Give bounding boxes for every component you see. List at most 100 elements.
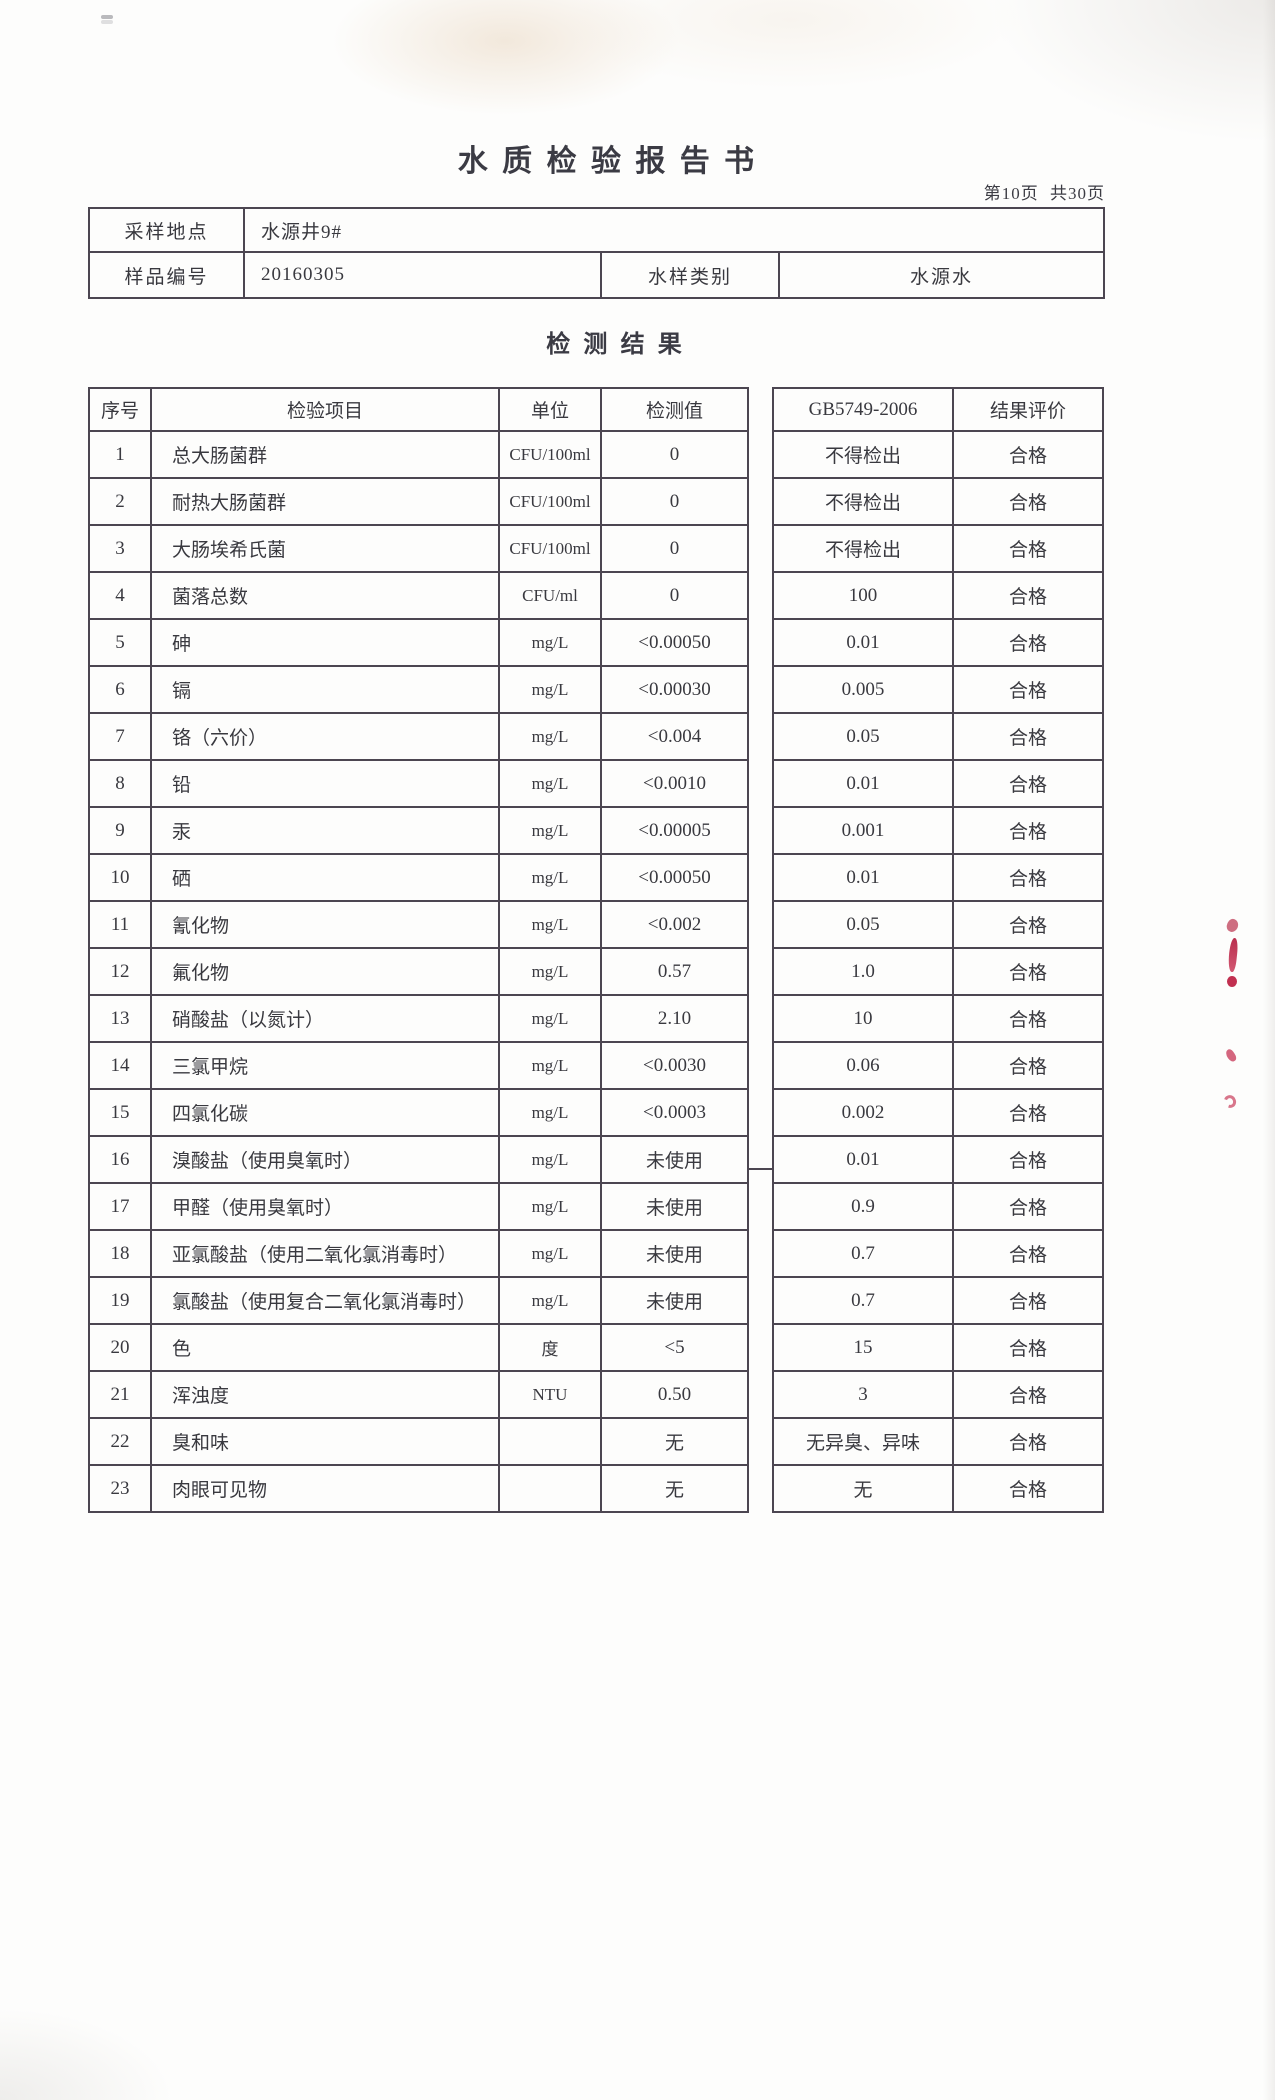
cell-unit: mg/L [498, 900, 602, 949]
result-row: 不得检出 合格 [772, 430, 1104, 479]
cell-value: 未使用 [600, 1182, 749, 1231]
red-ink-mark [1221, 1093, 1239, 1110]
cell-unit: mg/L [498, 1182, 602, 1231]
result-row: 0.01 合格 [772, 759, 1104, 808]
report-title: 水质检验报告书 [457, 145, 769, 178]
result-row: 不得检出 合格 [772, 477, 1104, 526]
results-header-row: 序号 检验项目 单位 检测值 [88, 387, 749, 432]
scan-shadow-corner [0, 2010, 170, 2100]
cell-item: 甲醛（使用臭氧时） [150, 1182, 500, 1231]
cell-evaluation: 合格 [952, 759, 1104, 808]
cell-standard: 不得检出 [772, 430, 954, 479]
cell-value: <0.0010 [600, 759, 749, 808]
scan-speck [101, 15, 113, 19]
cell-item: 耐热大肠菌群 [150, 477, 500, 526]
cell-value: 0 [600, 477, 749, 526]
cell-evaluation: 合格 [952, 1041, 1104, 1090]
result-row: 不得检出 合格 [772, 524, 1104, 573]
cell-standard: 0.01 [772, 759, 954, 808]
result-row: 0.001 合格 [772, 806, 1104, 855]
cell-item: 镉 [150, 665, 500, 714]
result-row: 4 菌落总数 CFU/ml 0 [88, 571, 749, 620]
cell-standard: 不得检出 [772, 524, 954, 573]
cell-evaluation: 合格 [952, 1323, 1104, 1372]
cell-seq: 14 [88, 1041, 152, 1090]
result-row: 0.05 合格 [772, 712, 1104, 761]
cell-item: 铅 [150, 759, 500, 808]
column-header-item: 检验项目 [150, 387, 500, 432]
cell-standard: 0.01 [772, 853, 954, 902]
result-row: 15 四氯化碳 mg/L <0.0003 [88, 1088, 749, 1137]
cell-unit: mg/L [498, 1041, 602, 1090]
cell-seq: 21 [88, 1370, 152, 1419]
cell-unit: mg/L [498, 759, 602, 808]
result-row: 0.06 合格 [772, 1041, 1104, 1090]
result-row: 2 耐热大肠菌群 CFU/100ml 0 [88, 477, 749, 526]
cell-seq: 20 [88, 1323, 152, 1372]
column-header-value: 检测值 [600, 387, 749, 432]
red-ink-mark [1227, 937, 1239, 973]
cell-item: 四氯化碳 [150, 1088, 500, 1137]
result-row: 0.7 合格 [772, 1276, 1104, 1325]
cell-evaluation: 合格 [952, 430, 1104, 479]
result-row: 18 亚氯酸盐（使用二氧化氯消毒时） mg/L 未使用 [88, 1229, 749, 1278]
cell-seq: 22 [88, 1417, 152, 1466]
column-header-seq: 序号 [88, 387, 152, 432]
cell-seq: 2 [88, 477, 152, 526]
results-table-left-body: 1 总大肠菌群 CFU/100ml 0 2 耐热大肠菌群 CFU/100ml 0 3 大肠埃希氏菌… [88, 430, 749, 1513]
cell-unit: mg/L [498, 1229, 602, 1278]
result-row: 10 合格 [772, 994, 1104, 1043]
cell-item: 溴酸盐（使用臭氧时） [150, 1135, 500, 1184]
cell-value: 0 [600, 571, 749, 620]
cell-evaluation: 合格 [952, 477, 1104, 526]
result-row: 0.005 合格 [772, 665, 1104, 714]
cell-evaluation: 合格 [952, 806, 1104, 855]
result-row: 6 镉 mg/L <0.00030 [88, 665, 749, 714]
cell-standard: 15 [772, 1323, 954, 1372]
red-ink-mark [1224, 917, 1241, 934]
scan-smudge [330, 0, 680, 116]
cell-evaluation: 合格 [952, 1135, 1104, 1184]
cell-item: 硝酸盐（以氮计） [150, 994, 500, 1043]
cell-item: 硒 [150, 853, 500, 902]
cell-standard: 0.005 [772, 665, 954, 714]
cell-evaluation: 合格 [952, 665, 1104, 714]
cell-evaluation: 合格 [952, 571, 1104, 620]
water-type-value: 水源水 [909, 266, 973, 288]
cell-standard: 无 [772, 1464, 954, 1513]
column-header-standard: GB5749-2006 [772, 387, 954, 432]
cell-unit: CFU/100ml [498, 477, 602, 526]
cell-standard: 0.7 [772, 1276, 954, 1325]
cell-item: 铬（六价） [150, 712, 500, 761]
cell-unit [498, 1417, 602, 1466]
sample-location-value: 水源井9# [245, 209, 1103, 253]
result-row: 0.002 合格 [772, 1088, 1104, 1137]
cell-standard: 不得检出 [772, 477, 954, 526]
cell-evaluation: 合格 [952, 994, 1104, 1043]
result-row: 11 氰化物 mg/L <0.002 [88, 900, 749, 949]
cell-value: 无 [600, 1464, 749, 1513]
cell-unit: CFU/100ml [498, 430, 602, 479]
cell-seq: 13 [88, 994, 152, 1043]
result-row: 3 合格 [772, 1370, 1104, 1419]
cell-item: 臭和味 [150, 1417, 500, 1466]
cell-seq: 17 [88, 1182, 152, 1231]
cell-value: <0.004 [600, 712, 749, 761]
result-row: 23 肉眼可见物 无 [88, 1464, 749, 1513]
result-row: 12 氟化物 mg/L 0.57 [88, 947, 749, 996]
cell-value: <5 [600, 1323, 749, 1372]
cell-standard: 无异臭、异味 [772, 1417, 954, 1466]
result-row: 16 溴酸盐（使用臭氧时） mg/L 未使用 [88, 1135, 749, 1184]
result-row: 0.01 合格 [772, 1135, 1104, 1184]
result-row: 17 甲醛（使用臭氧时） mg/L 未使用 [88, 1182, 749, 1231]
cell-value: 0 [600, 524, 749, 573]
cell-item: 氰化物 [150, 900, 500, 949]
cell-unit: NTU [498, 1370, 602, 1419]
cell-seq: 18 [88, 1229, 152, 1278]
cell-value: 0.50 [600, 1370, 749, 1419]
cell-unit: mg/L [498, 806, 602, 855]
cell-seq: 12 [88, 947, 152, 996]
cell-value: 0 [600, 430, 749, 479]
cell-item: 菌落总数 [150, 571, 500, 620]
